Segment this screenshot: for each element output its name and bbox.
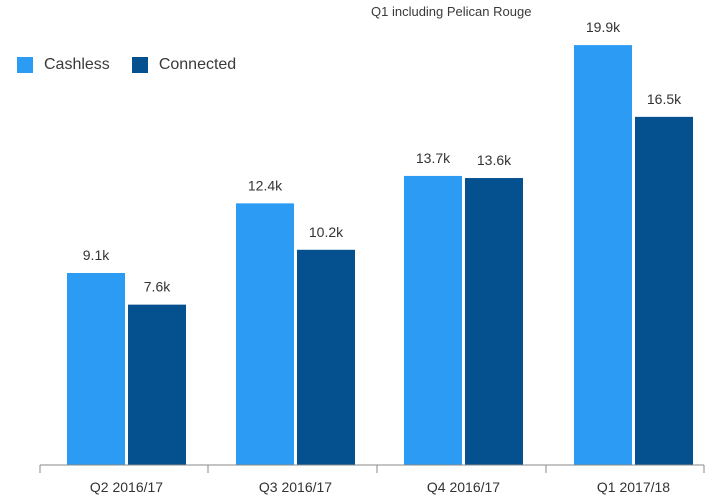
chart-legend: Cashless Connected bbox=[17, 56, 258, 74]
bar-connected-2[interactable] bbox=[297, 249, 355, 465]
bar-connected-1[interactable] bbox=[128, 304, 186, 465]
data-label-cashless-4: 19.9k bbox=[586, 19, 621, 35]
x-axis: Q2 2016/17 Q3 2016/17 Q4 2016/17 Q1 2017/18 bbox=[39, 464, 705, 495]
x-tick-label: Q2 2016/17 bbox=[90, 479, 163, 495]
bar-cashless-1[interactable] bbox=[67, 272, 125, 465]
chart-annotation: Q1 including Pelican Rouge bbox=[371, 4, 532, 19]
x-tick-label: Q4 2016/17 bbox=[427, 479, 500, 495]
data-label-cashless-3: 13.7k bbox=[416, 150, 451, 166]
data-label-connected-1: 7.6k bbox=[144, 279, 171, 295]
data-label-connected-2: 10.2k bbox=[309, 224, 344, 240]
x-tick-label: Q1 2017/18 bbox=[597, 479, 670, 495]
legend-swatch-cashless bbox=[17, 57, 33, 73]
legend-item-cashless[interactable]: Cashless bbox=[17, 56, 110, 74]
bar-connected-4[interactable] bbox=[635, 116, 693, 465]
bar-cashless-2[interactable] bbox=[236, 203, 294, 466]
bars-layer: 9.1k 7.6k 12.4k 10.2k 13.7k 13.6k 19.9k 16.5k bbox=[67, 19, 693, 466]
bar-connected-3[interactable] bbox=[465, 178, 523, 466]
legend-item-connected[interactable]: Connected bbox=[131, 56, 237, 74]
legend-label-connected: Connected bbox=[158, 56, 237, 73]
x-tick-label: Q3 2016/17 bbox=[259, 479, 332, 495]
data-label-cashless-2: 12.4k bbox=[248, 177, 283, 193]
data-label-connected-4: 16.5k bbox=[647, 91, 682, 107]
legend-swatch-connected bbox=[131, 57, 148, 73]
bar-cashless-3[interactable] bbox=[404, 175, 462, 465]
data-label-connected-3: 13.6k bbox=[477, 152, 512, 168]
bar-cashless-4[interactable] bbox=[574, 45, 632, 466]
legend-label-cashless: Cashless bbox=[44, 56, 110, 73]
data-label-cashless-1: 9.1k bbox=[83, 247, 110, 263]
